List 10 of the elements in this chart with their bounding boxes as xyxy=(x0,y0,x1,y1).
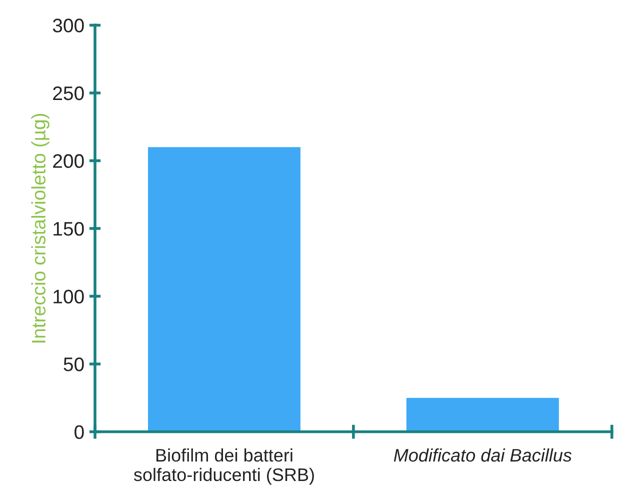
y-axis-title: Intreccio cristalvioletto (µg) xyxy=(31,114,50,342)
y-tick-label: 50 xyxy=(64,357,84,372)
y-tick-label: 300 xyxy=(52,18,84,32)
y-tick-label: 100 xyxy=(54,290,84,304)
y-tick-label: 150 xyxy=(54,222,84,236)
x-tick-label: Modificato dai Bacillus xyxy=(394,448,572,462)
x-tick-label: Biofilm dei batteri solfato-riducenti (SRB) xyxy=(134,448,314,485)
y-tick-label: 200 xyxy=(53,154,84,168)
y-tick-label: 0 xyxy=(74,425,84,439)
y-tick-label: 250 xyxy=(53,86,84,100)
